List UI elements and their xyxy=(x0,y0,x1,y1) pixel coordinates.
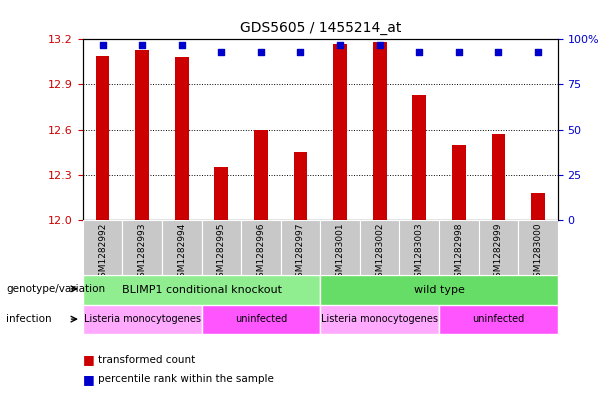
Text: ■: ■ xyxy=(83,373,94,386)
Bar xyxy=(518,220,558,275)
Point xyxy=(177,42,186,48)
Point xyxy=(375,42,384,48)
Point xyxy=(216,49,226,55)
Text: infection: infection xyxy=(6,314,51,324)
Bar xyxy=(123,220,162,275)
Text: BLIMP1 conditional knockout: BLIMP1 conditional knockout xyxy=(121,285,281,295)
Bar xyxy=(360,220,400,275)
Text: GSM1282995: GSM1282995 xyxy=(217,223,226,283)
Text: GSM1282999: GSM1282999 xyxy=(494,223,503,283)
Point xyxy=(137,42,147,48)
Bar xyxy=(241,220,281,275)
Text: Listeria monocytogenes: Listeria monocytogenes xyxy=(83,314,200,324)
Bar xyxy=(333,44,347,220)
Text: GSM1282998: GSM1282998 xyxy=(454,223,463,283)
Text: GSM1282997: GSM1282997 xyxy=(296,223,305,283)
Bar xyxy=(492,134,505,220)
Bar xyxy=(413,95,426,220)
Bar xyxy=(83,220,123,275)
Text: GSM1283001: GSM1283001 xyxy=(335,223,345,283)
Bar xyxy=(215,167,228,220)
Title: GDS5605 / 1455214_at: GDS5605 / 1455214_at xyxy=(240,22,401,35)
Text: GSM1283000: GSM1283000 xyxy=(533,223,543,283)
Point xyxy=(533,49,543,55)
Bar xyxy=(96,56,110,220)
Bar xyxy=(294,152,308,220)
Bar xyxy=(202,220,241,275)
Point xyxy=(454,49,464,55)
Bar xyxy=(439,305,558,334)
Bar xyxy=(135,50,149,220)
Bar xyxy=(202,305,321,334)
Bar xyxy=(321,275,558,305)
Point xyxy=(256,49,266,55)
Point xyxy=(97,42,107,48)
Bar xyxy=(175,57,189,220)
Bar xyxy=(321,305,439,334)
Point xyxy=(335,42,345,48)
Text: GSM1282992: GSM1282992 xyxy=(98,223,107,283)
Bar xyxy=(162,220,202,275)
Bar xyxy=(531,193,545,220)
Text: transformed count: transformed count xyxy=(98,354,196,365)
Point xyxy=(414,49,424,55)
Text: genotype/variation: genotype/variation xyxy=(6,284,105,294)
Text: percentile rank within the sample: percentile rank within the sample xyxy=(98,374,274,384)
Text: Listeria monocytogenes: Listeria monocytogenes xyxy=(321,314,438,324)
Bar xyxy=(373,42,387,220)
Text: ■: ■ xyxy=(83,353,94,366)
Text: GSM1282994: GSM1282994 xyxy=(177,223,186,283)
Bar xyxy=(479,220,518,275)
Bar xyxy=(321,220,360,275)
Bar xyxy=(400,220,439,275)
Bar xyxy=(452,145,466,220)
Text: uninfected: uninfected xyxy=(473,314,525,324)
Point xyxy=(295,49,305,55)
Text: GSM1283002: GSM1283002 xyxy=(375,223,384,283)
Bar xyxy=(254,130,268,220)
Point xyxy=(493,49,503,55)
Text: GSM1282993: GSM1282993 xyxy=(138,223,147,283)
Text: wild type: wild type xyxy=(414,285,465,295)
Text: GSM1283003: GSM1283003 xyxy=(415,223,424,283)
Text: uninfected: uninfected xyxy=(235,314,287,324)
Bar xyxy=(83,305,202,334)
Text: GSM1282996: GSM1282996 xyxy=(256,223,265,283)
Bar xyxy=(281,220,321,275)
Bar xyxy=(439,220,479,275)
Bar xyxy=(83,275,321,305)
